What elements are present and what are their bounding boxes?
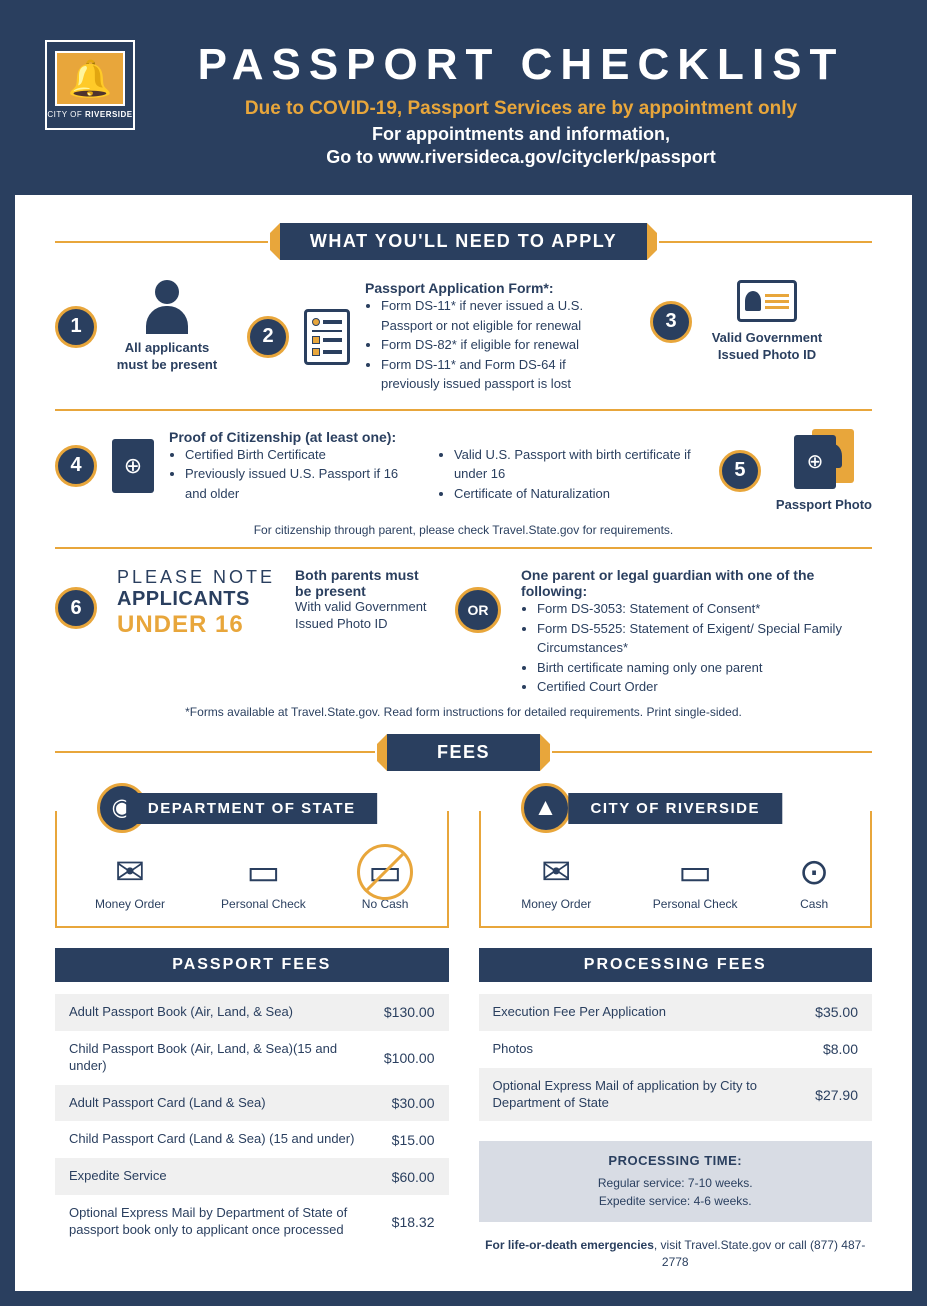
or-badge: OR: [455, 587, 501, 633]
subtitle-appt: For appointments and information,: [160, 124, 882, 145]
number-circle-3: 3: [650, 301, 692, 343]
section-header-apply: WHAT YOU'LL NEED TO APPLY: [55, 223, 872, 260]
pay-money-order: ✉Money Order: [95, 851, 165, 911]
item-1: 1 All applicants must be present: [55, 280, 222, 374]
number-circle-2: 2: [247, 316, 289, 358]
header: 🔔 CITY OF RIVERSIDE PASSPORT CHECKLIST D…: [15, 15, 912, 195]
divider: [55, 409, 872, 411]
envelope-icon: ✉: [115, 851, 145, 893]
apply-row-2: 4 ⊕ Proof of Citizenship (at least one):…: [55, 429, 872, 514]
city-logo: 🔔 CITY OF RIVERSIDE: [45, 40, 135, 130]
check-icon: ▭: [678, 851, 712, 893]
dept-state-column: ◉ DEPARTMENT OF STATE ✉Money Order ▭Pers…: [55, 791, 449, 1271]
pay-personal-check: ▭Personal Check: [221, 851, 306, 911]
item-5: 5 ⊕ Passport Photo: [719, 429, 872, 514]
person-icon: [146, 280, 188, 332]
citizenship-note: For citizenship through parent, please c…: [55, 523, 872, 537]
number-circle-4: 4: [55, 445, 97, 487]
forms-footnote: *Forms available at Travel.State.gov. Re…: [55, 705, 872, 719]
check-icon: ▭: [246, 851, 280, 893]
passport-icon: ⊕: [112, 439, 154, 493]
page-title: PASSPORT CHECKLIST: [160, 40, 882, 90]
number-circle-5: 5: [719, 450, 761, 492]
cash-icon: ⊙: [799, 851, 829, 893]
processing-fees-header: PROCESSING FEES: [479, 948, 873, 982]
item-3: 3 Valid Government Issued Photo ID: [650, 280, 827, 364]
processing-time-box: PROCESSING TIME: Regular service: 7-10 w…: [479, 1141, 873, 1222]
number-circle-6: 6: [55, 587, 97, 629]
item-6: 6 PLEASE NOTE APPLICANTS UNDER 16 Both p…: [55, 567, 872, 697]
number-circle-1: 1: [55, 306, 97, 348]
passport-photo-icon: ⊕: [794, 429, 854, 489]
form-icon: [304, 309, 350, 365]
item-2: 2 Passport Application Form*: Form DS-11…: [247, 280, 625, 394]
no-cash-icon: ▭: [368, 851, 402, 893]
passport-fees-header: PASSPORT FEES: [55, 948, 449, 982]
pay-no-cash: ▭No Cash: [362, 851, 409, 911]
subtitle-covid: Due to COVID-19, Passport Services are b…: [160, 98, 882, 120]
divider: [55, 547, 872, 549]
emergency-note: For life-or-death emergencies, visit Tra…: [479, 1237, 873, 1271]
id-card-icon: [737, 280, 797, 322]
processing-fees-table: Execution Fee Per Application$35.00 Phot…: [479, 994, 873, 1122]
page: 🔔 CITY OF RIVERSIDE PASSPORT CHECKLIST D…: [12, 12, 915, 1294]
fees-columns: ◉ DEPARTMENT OF STATE ✉Money Order ▭Pers…: [55, 791, 872, 1271]
city-hall-icon: ▲: [521, 783, 571, 833]
content: WHAT YOU'LL NEED TO APPLY 1 All applican…: [15, 195, 912, 1291]
apply-row-1: 1 All applicants must be present 2 Passp…: [55, 280, 872, 394]
bell-icon: 🔔: [55, 51, 125, 106]
item-4: 4 ⊕ Proof of Citizenship (at least one):…: [55, 429, 694, 504]
subtitle-url: Go to www.riversideca.gov/cityclerk/pass…: [160, 147, 882, 168]
pay-money-order: ✉Money Order: [521, 851, 591, 911]
section-header-fees: FEES: [55, 734, 872, 771]
pay-personal-check: ▭Personal Check: [653, 851, 738, 911]
envelope-icon: ✉: [541, 851, 571, 893]
passport-fees-table: Adult Passport Book (Air, Land, & Sea)$1…: [55, 994, 449, 1249]
city-riverside-column: ▲ CITY OF RIVERSIDE ✉Money Order ▭Person…: [479, 791, 873, 1271]
pay-cash: ⊙Cash: [799, 851, 829, 911]
